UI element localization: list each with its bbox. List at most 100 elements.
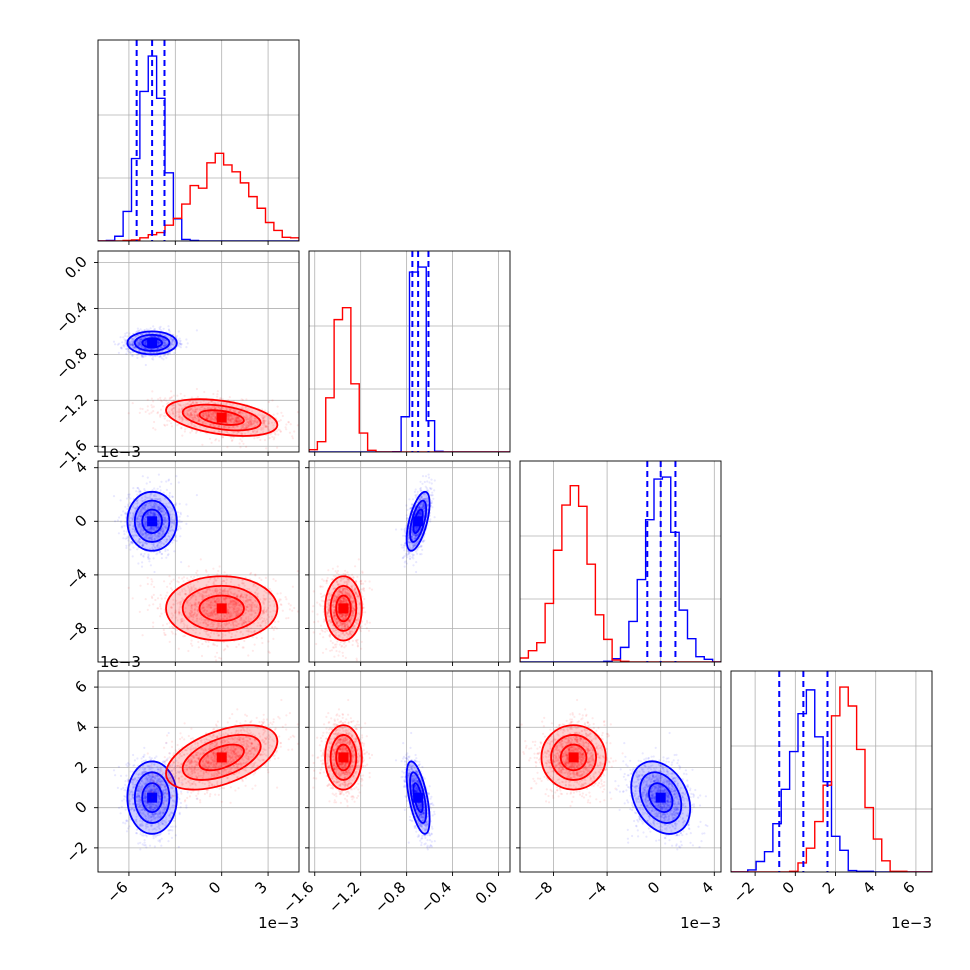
sample-point-0-1-0-47 bbox=[173, 340, 176, 343]
sample-point-0-1-0-506 bbox=[136, 329, 139, 333]
sample-point-0-1-0-572 bbox=[162, 344, 165, 347]
sample-point-0-1-0-456 bbox=[142, 354, 145, 357]
sample-point-1-1-0-361 bbox=[221, 436, 224, 439]
sample-point-0-1-0-1089 bbox=[155, 347, 158, 350]
sample-point-0-1-0-933 bbox=[171, 339, 174, 342]
sample-point-0-1-0-357 bbox=[164, 339, 167, 342]
sample-point-1-1-0-55 bbox=[212, 402, 215, 405]
sample-point-1-1-0-528 bbox=[167, 401, 170, 404]
sample-point-1-1-0-956 bbox=[202, 414, 205, 417]
sample-point-1-1-0-177 bbox=[213, 410, 216, 413]
sample-point-1-1-0-312 bbox=[152, 427, 155, 430]
sample-point-0-2-0-839 bbox=[174, 503, 177, 506]
sample-point-1-2-0-514 bbox=[216, 644, 219, 648]
sample-point-1-1-0-368 bbox=[196, 401, 199, 404]
sample-point-1-2-0-109 bbox=[159, 607, 163, 610]
sample-point-1-1-0-938 bbox=[251, 410, 254, 413]
sample-point-0-2-0-1058 bbox=[145, 482, 148, 485]
sample-point-0-1-0-736 bbox=[132, 345, 135, 348]
sample-point-1-1-0-1206 bbox=[188, 403, 191, 406]
sample-point-1-1-0-130 bbox=[247, 430, 250, 433]
sample-point-0-1-0-665 bbox=[173, 340, 176, 343]
sample-point-0-1-0-585 bbox=[158, 340, 161, 343]
sample-point-1-1-0-718 bbox=[243, 416, 246, 419]
sample-point-1-1-0-87 bbox=[265, 414, 268, 417]
sample-point-1-2-0-610 bbox=[278, 598, 281, 601]
sample-point-0-1-0-885 bbox=[168, 336, 172, 339]
sample-point-1-1-0-748 bbox=[231, 418, 234, 421]
sample-point-0-1-0-1043 bbox=[185, 338, 188, 341]
sample-point-0-1-0-1255 bbox=[152, 355, 155, 358]
sample-point-0-1-0-979 bbox=[153, 335, 156, 338]
sample-point-1-1-0-1228 bbox=[197, 419, 200, 423]
sample-point-0-1-0-1214 bbox=[137, 342, 140, 345]
sample-point-0-1-0-1164 bbox=[156, 351, 159, 354]
sample-point-1-1-0-324 bbox=[214, 411, 217, 414]
sample-point-1-2-0-919 bbox=[138, 610, 141, 614]
sample-point-0-2-0-905 bbox=[178, 525, 181, 528]
sample-point-1-1-0-450 bbox=[168, 398, 171, 401]
sample-point-1-1-0-958 bbox=[242, 424, 245, 427]
sample-point-1-1-0-572 bbox=[218, 425, 221, 428]
sample-point-1-1-0-403 bbox=[197, 418, 200, 422]
sample-point-0-1-0-1070 bbox=[138, 341, 142, 344]
sample-point-0-1-0-1210 bbox=[173, 351, 176, 355]
sample-point-0-1-0-809 bbox=[144, 342, 147, 345]
sample-point-1-1-0-754 bbox=[190, 424, 193, 427]
sample-point-1-1-0-333 bbox=[170, 409, 174, 412]
sample-point-0-1-0-609 bbox=[140, 337, 143, 340]
sample-point-0-1-0-1237 bbox=[140, 353, 143, 356]
sample-point-0-1-0-140 bbox=[129, 343, 132, 347]
sample-point-1-1-0-355 bbox=[191, 414, 194, 417]
sample-point-1-1-0-1022 bbox=[222, 425, 225, 428]
sample-point-1-1-0-188 bbox=[198, 418, 201, 421]
sample-point-1-1-0-717 bbox=[229, 402, 232, 406]
sample-point-0-1-0-445 bbox=[131, 344, 135, 347]
sample-point-0-1-0-1109 bbox=[164, 344, 167, 347]
sample-point-1-2-0-455 bbox=[162, 628, 165, 632]
sample-point-1-1-0-358 bbox=[248, 424, 251, 427]
sample-point-1-2-0-48 bbox=[288, 608, 291, 611]
sample-point-1-2-0-137 bbox=[177, 647, 180, 650]
sample-point-1-1-0-1024 bbox=[176, 394, 179, 397]
sample-point-1-1-0-615 bbox=[240, 427, 243, 430]
sample-point-1-1-0-658 bbox=[303, 423, 305, 425]
sample-point-0-1-0-725 bbox=[140, 345, 143, 348]
sample-point-0-2-0-1071 bbox=[117, 532, 120, 535]
sample-point-1-1-0-1200 bbox=[257, 427, 260, 430]
sample-point-1-1-0-427 bbox=[269, 417, 272, 420]
sample-point-1-1-0-649 bbox=[245, 418, 248, 422]
sample-point-1-1-0-431 bbox=[170, 395, 173, 399]
sample-point-1-1-0-804 bbox=[205, 416, 208, 419]
sample-point-1-1-0-215 bbox=[246, 416, 249, 419]
sample-point-0-1-0-390 bbox=[171, 341, 174, 344]
sample-point-1-1-0-208 bbox=[225, 402, 229, 405]
sample-point-1-2-0-544 bbox=[199, 558, 202, 561]
sample-point-0-1-0-296 bbox=[157, 340, 160, 343]
sample-point-0-1-0-561 bbox=[145, 342, 148, 345]
sample-point-0-1-0-483 bbox=[163, 338, 166, 341]
sample-point-0-1-0-270 bbox=[134, 335, 137, 338]
sample-point-1-1-0-383 bbox=[194, 410, 197, 413]
sample-point-1-1-0-192 bbox=[245, 426, 248, 429]
sample-point-1-1-0-1225 bbox=[201, 420, 204, 424]
sample-point-1-1-0-35 bbox=[267, 427, 270, 430]
sample-point-1-1-0-1003 bbox=[218, 424, 221, 427]
sample-point-1-1-0-976 bbox=[196, 407, 199, 410]
sample-point-1-1-0-407 bbox=[254, 417, 257, 420]
sample-point-1-1-0-247 bbox=[216, 402, 219, 405]
sample-point-1-1-0-150 bbox=[262, 421, 266, 424]
sample-point-1-1-0-742 bbox=[191, 409, 195, 412]
sample-point-1-1-0-263 bbox=[212, 415, 215, 418]
sample-point-1-1-0-442 bbox=[248, 422, 251, 425]
sample-point-1-1-0-1142 bbox=[179, 414, 182, 418]
sample-point-1-1-0-405 bbox=[209, 418, 212, 421]
sample-point-1-1-0-1229 bbox=[219, 397, 222, 400]
sample-point-1-1-0-609 bbox=[235, 417, 238, 420]
sample-point-1-1-0-512 bbox=[181, 434, 184, 437]
sample-point-1-1-0-1297 bbox=[249, 421, 252, 424]
sample-point-0-1-0-380 bbox=[139, 340, 142, 343]
sample-point-1-1-0-841 bbox=[245, 420, 248, 423]
sample-point-1-1-0-750 bbox=[219, 407, 222, 410]
sample-point-1-2-0-721 bbox=[148, 604, 151, 607]
